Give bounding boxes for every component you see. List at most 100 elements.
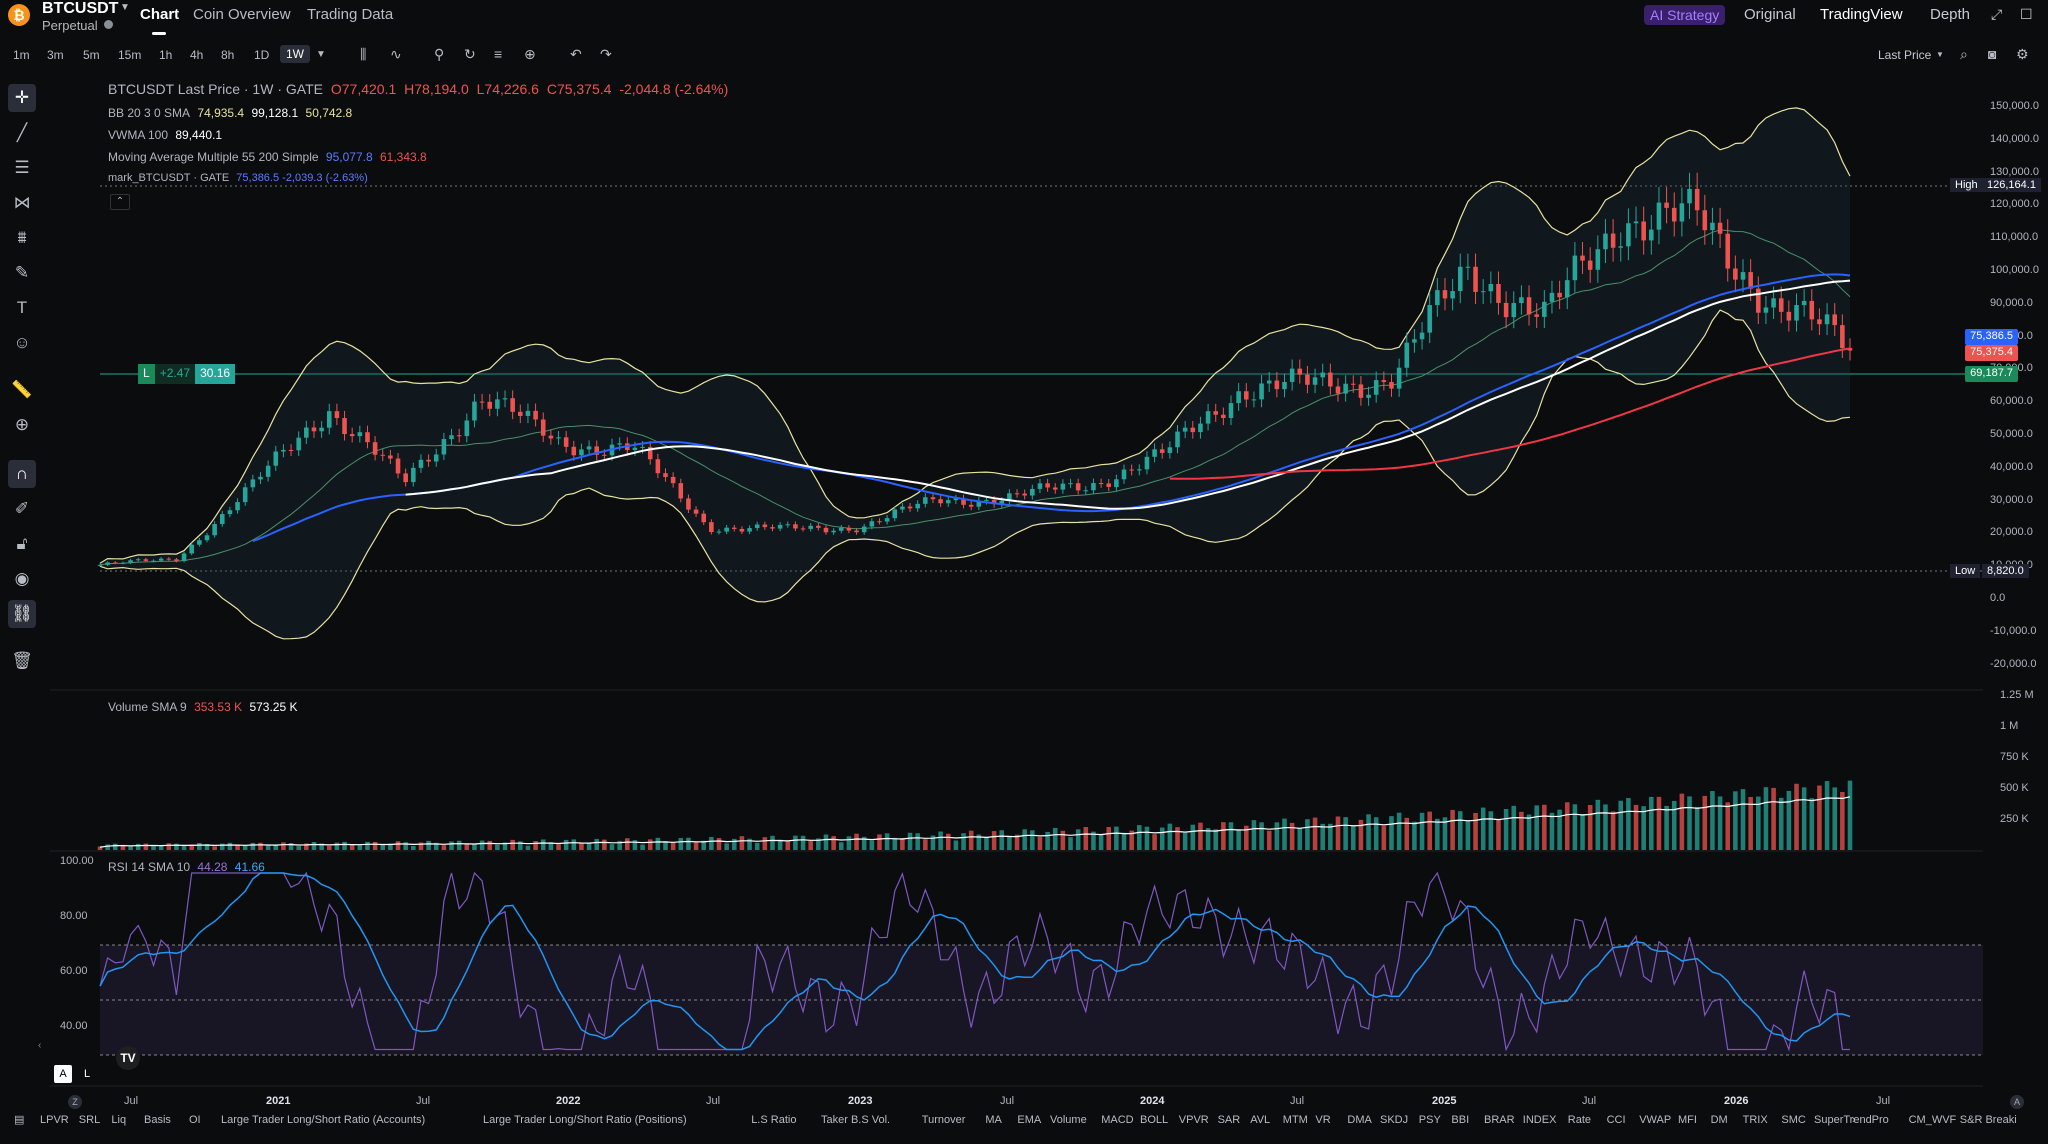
tab-tradingview[interactable]: TradingView [1820, 6, 1903, 23]
lock-drawing-icon[interactable]: ✐ [14, 499, 30, 518]
collapse-left-icon[interactable]: ‹ [38, 1040, 42, 1051]
camera-icon[interactable]: ◙ [1988, 46, 1997, 62]
volume-bar [1121, 832, 1127, 850]
indicator-item[interactable]: SuperTrendPro [1814, 1114, 1889, 1126]
tab-depth[interactable]: Depth [1930, 6, 1971, 23]
timeframe-15m[interactable]: 15m [118, 48, 142, 62]
indicator-item[interactable]: LPVR [40, 1114, 69, 1126]
indicator-item[interactable]: Liq [111, 1114, 127, 1126]
tab-original[interactable]: Original [1744, 6, 1796, 23]
position-marker[interactable]: L +2.47 30.16 [138, 364, 236, 384]
redo-icon[interactable]: ↷ [600, 46, 612, 62]
zoom-icon[interactable]: ⊕ [14, 415, 30, 434]
indicator-item[interactable]: SMC [1781, 1114, 1806, 1126]
time-tick-label: Jul [1876, 1095, 1891, 1107]
indicator-item[interactable]: MTM [1282, 1114, 1308, 1126]
indicator-item[interactable]: DMA [1347, 1114, 1372, 1126]
indicator-item[interactable]: CM_WVF [1908, 1114, 1957, 1126]
text-icon[interactable]: T [16, 298, 28, 317]
log-scale-button[interactable]: L [83, 1068, 91, 1080]
indicator-item[interactable]: AVL [1250, 1114, 1271, 1126]
fib-icon[interactable]: ☰ [14, 158, 30, 177]
timeframe-1m[interactable]: 1m [13, 48, 30, 62]
indicator-item[interactable]: VR [1315, 1114, 1331, 1126]
indicator-menu-icon[interactable]: ▤ [14, 1114, 25, 1126]
indicator-item[interactable]: BOLL [1140, 1114, 1169, 1126]
timeframe-3m[interactable]: 3m [47, 48, 64, 62]
indicator-item[interactable]: Taker B.S Vol. [821, 1114, 891, 1126]
price-type-chevron-icon[interactable]: ▼ [1936, 50, 1944, 59]
link-icon[interactable]: ⛓ [8, 600, 36, 628]
brush-icon[interactable]: ✎ [14, 263, 30, 282]
info-icon[interactable] [104, 20, 113, 29]
indicators-icon[interactable]: ∿ [390, 46, 402, 62]
expand-icon[interactable]: ⤢ [1991, 6, 2003, 22]
timeframe-8h[interactable]: 8h [221, 48, 235, 62]
indicator-item[interactable]: L.S Ratio [751, 1114, 797, 1126]
lock-icon[interactable]: 🔓︎ [16, 534, 28, 553]
indicator-item[interactable]: OI [189, 1114, 201, 1126]
indicator-item[interactable]: SKDJ [1380, 1114, 1409, 1126]
indicator-item[interactable]: BBI [1451, 1114, 1470, 1126]
ai-strategy-button[interactable]: AI Strategy [1644, 5, 1726, 25]
tab-coin-overview[interactable]: Coin Overview [193, 6, 291, 23]
indicator-item[interactable]: Turnover [921, 1114, 966, 1126]
indicator-item[interactable]: VWAP [1639, 1114, 1672, 1126]
fullscreen-icon[interactable]: ☐ [2020, 6, 2033, 22]
auto-fit-button[interactable]: A [2010, 1095, 2024, 1109]
tab-chart[interactable]: Chart [140, 6, 180, 23]
volume-bar [1824, 781, 1830, 850]
timeframe-4h[interactable]: 4h [190, 48, 204, 62]
indicator-item[interactable]: CCI [1606, 1114, 1626, 1126]
timeframe-1w[interactable]: 1W [280, 45, 310, 63]
crosshair-icon[interactable]: ✛ [8, 84, 36, 112]
projection-icon[interactable]: ⩩ [17, 228, 27, 247]
candle-style-icon[interactable]: ⫼ [360, 46, 367, 62]
layout-icon[interactable]: ≡ [494, 46, 503, 62]
indicator-item[interactable]: PSY [1418, 1114, 1441, 1126]
timeframe-1h[interactable]: 1h [159, 48, 173, 62]
zoom-reset-button[interactable]: Z [68, 1095, 82, 1109]
symbol-selector[interactable]: BTCUSDT [42, 0, 119, 17]
emoji-icon[interactable]: ☺ [13, 333, 31, 352]
price-type-select[interactable]: Last Price [1878, 48, 1932, 62]
collapse-legend-button[interactable]: ⌃ [110, 194, 130, 210]
candle-body [540, 419, 546, 436]
tab-trading-data[interactable]: Trading Data [307, 6, 394, 23]
indicator-item[interactable]: MFI [1678, 1114, 1697, 1126]
pattern-icon[interactable]: ⋈ [13, 193, 31, 212]
indicator-item[interactable]: EMA [1017, 1114, 1042, 1126]
timeframe-dropdown-icon[interactable]: ▼ [316, 49, 326, 60]
scroll-right-icon[interactable]: › [1852, 1114, 1856, 1126]
indicator-item[interactable]: INDEX [1522, 1114, 1557, 1126]
indicator-item[interactable]: Basis [144, 1114, 171, 1126]
replay-icon[interactable]: ↻ [464, 46, 476, 62]
auto-scale-button[interactable]: A [54, 1065, 72, 1083]
ruler-icon[interactable]: 📏 [11, 380, 33, 399]
indicator-item[interactable]: Large Trader Long/Short Ratio (Positions… [483, 1114, 687, 1126]
indicator-item[interactable]: Large Trader Long/Short Ratio (Accounts) [221, 1114, 426, 1126]
eye-icon[interactable]: ◉ [14, 569, 30, 588]
indicator-item[interactable]: VPVR [1178, 1114, 1209, 1126]
timeframe-1d[interactable]: 1D [254, 48, 270, 62]
indicator-item[interactable]: BRAR [1484, 1114, 1515, 1126]
trash-icon[interactable]: 🗑︎ [11, 651, 33, 670]
indicator-item[interactable]: SRL [78, 1114, 101, 1126]
add-icon[interactable]: ⊕ [524, 46, 536, 62]
chevron-down-icon[interactable]: ▼ [120, 2, 130, 13]
undo-icon[interactable]: ↶ [570, 46, 582, 62]
timeframe-5m[interactable]: 5m [83, 48, 100, 62]
indicator-item[interactable]: MACD [1101, 1114, 1134, 1126]
gear-icon[interactable]: ⚙ [2016, 46, 2029, 62]
indicator-item[interactable]: SAR [1217, 1114, 1241, 1126]
magnet-icon[interactable]: ∩ [8, 460, 36, 488]
indicator-item[interactable]: MA [985, 1114, 1002, 1126]
alert-icon[interactable]: ⚲ [434, 46, 445, 62]
trend-line-icon[interactable]: ╱ [16, 123, 28, 142]
indicator-item[interactable]: S&R Breaki [1959, 1114, 2017, 1126]
indicator-item[interactable]: DM [1710, 1114, 1728, 1126]
indicator-item[interactable]: Rate [1567, 1114, 1592, 1126]
search-icon[interactable]: ⌕ [1960, 46, 1968, 62]
indicator-item[interactable]: Volume [1050, 1114, 1087, 1126]
indicator-item[interactable]: TRIX [1742, 1114, 1768, 1126]
